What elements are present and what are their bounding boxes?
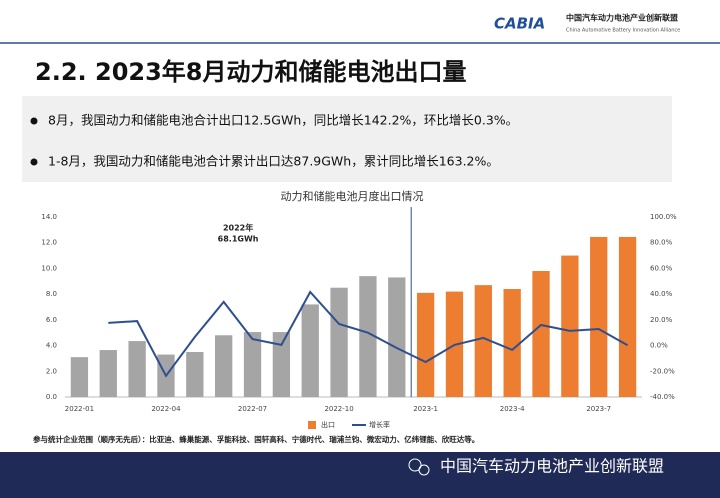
bullet: 1-8月，我国动力和储能电池合计累计出口达87.9GWh，累计同比增长163.2…: [48, 154, 499, 169]
footer-text: 中国汽车动力电池产业创新联盟: [440, 457, 664, 476]
bar: [503, 289, 521, 397]
y2-tick-label: 40.0%: [650, 290, 673, 298]
legend-label: 增长率: [369, 420, 390, 429]
legend-label: 出口: [321, 420, 335, 429]
bar: [215, 335, 233, 397]
bullet: 8月，我国动力和储能电池合计出口12.5GWh，同比增长142.2%，环比增长0…: [48, 113, 518, 128]
org-cn: 中国汽车动力电池产业创新联盟: [566, 13, 678, 23]
y2-tick-label: -40.0%: [650, 393, 675, 401]
bullet-dot: [30, 158, 38, 166]
bar: [186, 352, 204, 397]
bar: [561, 255, 579, 397]
logo: CABIA: [494, 15, 545, 33]
x-tick-label: 2022-10: [324, 405, 353, 413]
org-en: China Automotive Battery Innovation Alli…: [566, 28, 680, 34]
wechat-icon: [408, 458, 422, 472]
x-tick-label: 2022-01: [65, 405, 94, 413]
x-tick-label: 2023-7: [586, 405, 611, 413]
y-tick-label: 2.0: [46, 367, 57, 375]
bar: [243, 332, 262, 397]
footer-bar: [0, 452, 720, 498]
y2-tick-label: 60.0%: [650, 264, 673, 272]
wechat-icon: [418, 464, 430, 476]
bar: [330, 287, 348, 397]
legend-swatch: [308, 421, 316, 429]
bar: [70, 357, 89, 397]
bar: [301, 304, 319, 397]
y2-tick-label: 0.0%: [650, 342, 668, 350]
bar: [590, 236, 608, 397]
y-tick-label: 4.0: [46, 342, 57, 350]
bar: [272, 332, 291, 397]
annotation: 68.1GWh: [218, 235, 259, 244]
bar: [99, 350, 117, 397]
bar: [128, 341, 146, 397]
x-tick-label: 2023-1: [413, 405, 438, 413]
bar: [416, 292, 435, 397]
bullet-dot: [30, 117, 38, 125]
y2-tick-label: -20.0%: [650, 367, 675, 375]
bar: [388, 277, 406, 397]
y-tick-label: 12.0: [41, 239, 57, 247]
y-tick-label: 6.0: [46, 316, 57, 324]
bar: [532, 271, 550, 397]
annotation: 87.9GWh: [506, 227, 547, 236]
annotation: +163.4%: [507, 238, 547, 247]
chart-title: 动力和储能电池月度出口情况: [281, 189, 424, 203]
y2-tick-label: 80.0%: [650, 239, 673, 247]
slide-title: 2.2. 2023年8月动力和储能电池出口量: [35, 58, 466, 86]
line: [108, 290, 629, 378]
y-tick-label: 8.0: [46, 290, 57, 298]
x-tick-label: 2023-4: [500, 405, 525, 413]
bullet-box: [22, 96, 672, 182]
x-tick-label: 2022-04: [151, 405, 181, 413]
y2-tick-label: 100.0%: [650, 213, 677, 221]
bar: [359, 276, 377, 397]
y-tick-label: 14.0: [41, 213, 57, 221]
annotation: 2022年: [223, 223, 253, 233]
x-tick-label: 2022-07: [238, 405, 267, 413]
annotation: 2023年: [511, 215, 541, 225]
y-tick-label: 0.0: [46, 393, 57, 401]
y2-tick-label: 20.0%: [650, 316, 673, 324]
bar: [618, 236, 637, 397]
bar: [474, 285, 492, 397]
footnote: 参与统计企业范围（顺序无先后）：比亚迪、蜂巢能源、孚能科技、国轩高科、宁德时代、…: [33, 434, 479, 444]
y-tick-label: 10.0: [41, 264, 57, 272]
